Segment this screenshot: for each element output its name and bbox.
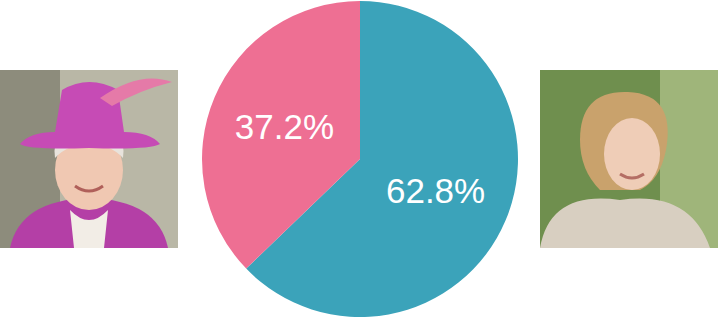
data-label: 62.8% bbox=[386, 171, 485, 210]
pie-slice bbox=[202, 1, 360, 269]
portrait-left bbox=[0, 70, 178, 248]
portrait-background bbox=[540, 70, 718, 248]
chart: 62.8% 37.2% bbox=[0, 0, 720, 319]
portrait-smile bbox=[75, 186, 103, 191]
portrait-pearls bbox=[70, 210, 108, 248]
portrait-right bbox=[540, 70, 718, 248]
portrait-hair bbox=[580, 92, 668, 190]
slices bbox=[202, 1, 518, 317]
portrait-feather bbox=[100, 78, 172, 106]
portrait-jacket bbox=[540, 199, 710, 248]
portrait-face bbox=[604, 118, 660, 190]
data-label: 37.2% bbox=[235, 107, 334, 146]
portrait-background bbox=[0, 70, 178, 248]
data-labels: 62.8% 37.2% bbox=[235, 107, 485, 210]
portrait-smile bbox=[620, 174, 644, 178]
